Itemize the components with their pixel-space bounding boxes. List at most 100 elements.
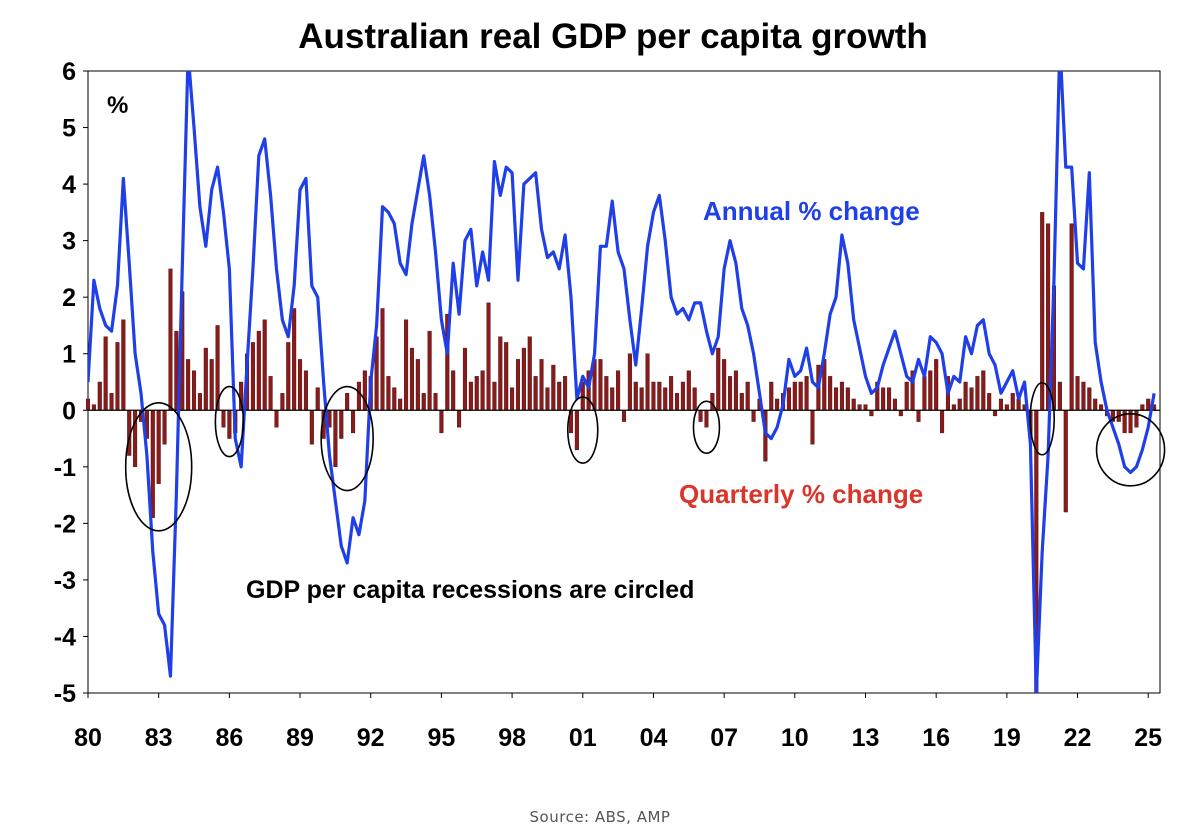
y-tick-label: 1 — [62, 341, 76, 369]
quarterly-bar — [539, 359, 544, 411]
quarterly-bar — [1140, 404, 1145, 411]
quarterly-bar — [533, 376, 538, 411]
quarterly-bar — [674, 393, 680, 411]
quarterly-bar — [298, 359, 303, 411]
quarterly-bar — [728, 376, 733, 411]
quarterly-bar — [1069, 223, 1074, 411]
quarterly-bar — [345, 393, 350, 411]
quarterly-bar — [639, 387, 644, 411]
quarterly-bar — [834, 387, 839, 411]
annual-line-group — [88, 71, 1156, 693]
quarterly-bar — [203, 347, 208, 411]
annual-change-line — [88, 71, 1156, 693]
quarterly-bar — [480, 370, 485, 411]
quarterly-bar — [792, 381, 797, 411]
quarterly-bar — [498, 336, 503, 411]
x-tick-label: 16 — [922, 724, 950, 752]
quarterly-bar — [1093, 398, 1098, 411]
y-tick-label: 5 — [62, 115, 76, 143]
source-note: Source: ABS, AMP — [529, 808, 671, 826]
quarterly-bar — [221, 410, 226, 428]
y-tick-label: 2 — [62, 284, 76, 312]
quarterly-bar — [651, 381, 656, 411]
quarterly-bar — [892, 398, 897, 411]
quarterly-bar — [604, 376, 609, 411]
quarterly-bar — [168, 268, 173, 411]
quarterly-bar — [739, 393, 744, 411]
quarterly-bar — [733, 370, 738, 411]
quarterly-bar — [504, 342, 509, 411]
quarterly-bar — [716, 347, 721, 411]
quarterly-bar — [156, 410, 161, 484]
quarterly-bar — [309, 410, 314, 445]
quarterly-bar — [339, 410, 344, 439]
quarterly-bar — [998, 398, 1003, 411]
quarterly-bar — [627, 353, 632, 411]
quarterly-bar — [91, 404, 96, 411]
quarterly-bar — [769, 381, 774, 411]
quarterly-bar — [916, 410, 921, 422]
x-tick-label: 95 — [427, 724, 455, 752]
quarterly-bar — [887, 387, 892, 411]
quarterly-bar — [97, 381, 102, 411]
quarterly-bar — [268, 376, 273, 411]
quarterly-bar — [439, 410, 444, 434]
quarterly-bar — [527, 336, 532, 411]
quarterly-bar — [686, 370, 691, 411]
quarterly-bar — [1010, 393, 1015, 411]
quarterly-bar — [657, 381, 662, 411]
quarterly-bar — [256, 330, 261, 411]
x-tick-label: 10 — [781, 724, 809, 752]
quarterly-bar — [993, 410, 998, 417]
quarterly-bar — [563, 376, 568, 411]
quarterly-bar — [1040, 212, 1045, 411]
quarterly-bar — [351, 410, 356, 434]
quarterly-bar — [209, 359, 214, 411]
quarterly-bar — [775, 398, 780, 411]
recession-circles — [124, 381, 1166, 532]
quarterly-bar — [186, 359, 191, 411]
quarterly-bar — [191, 370, 197, 411]
x-tick-label: 98 — [498, 724, 526, 752]
quarterly-bar — [392, 387, 397, 411]
quarterly-bar — [1063, 410, 1068, 513]
quarterly-bar — [1016, 398, 1021, 411]
quarterly-bar — [857, 404, 862, 411]
quarterly-bar — [421, 393, 426, 411]
quarterly-bar — [922, 376, 927, 411]
quarterly-bar — [987, 393, 992, 411]
x-tick-label: 04 — [640, 724, 668, 752]
recession-circle — [124, 402, 193, 532]
annual-change-label: Annual % change — [703, 196, 920, 226]
quarterly-bar — [109, 393, 114, 411]
quarterly-bar — [150, 410, 155, 518]
recession-circle — [566, 396, 599, 464]
quarterly-bar — [810, 410, 815, 445]
quarterly-bar — [521, 347, 526, 411]
y-tick-label: -3 — [54, 567, 76, 595]
quarterly-bar — [474, 376, 479, 411]
quarterly-bar — [722, 359, 727, 411]
y-tick-label: -2 — [54, 510, 76, 538]
quarterly-bar — [315, 387, 320, 411]
quarterly-bar — [462, 347, 467, 411]
quarterly-bar — [227, 410, 232, 439]
quarterly-bar — [751, 410, 756, 422]
quarterly-bar — [1134, 410, 1139, 428]
quarterly-bar — [333, 410, 338, 468]
quarterly-bar — [398, 398, 403, 411]
y-tick-label: 6 — [62, 58, 76, 86]
quarterly-bar — [409, 347, 414, 411]
quarterly-bar — [103, 336, 108, 411]
x-tick-label: 86 — [215, 724, 243, 752]
y-tick-label: -4 — [54, 624, 76, 652]
quarterly-bar — [839, 381, 844, 411]
quarterly-bar — [645, 353, 650, 411]
quarterly-bar — [845, 387, 850, 411]
x-tick-label: 19 — [993, 724, 1021, 752]
chart-title: Australian real GDP per capita growth — [298, 17, 928, 56]
quarterly-bar — [274, 410, 279, 428]
quarterly-bar — [292, 308, 297, 411]
quarterly-bar — [863, 404, 868, 411]
y-tick-label: 3 — [62, 228, 76, 256]
